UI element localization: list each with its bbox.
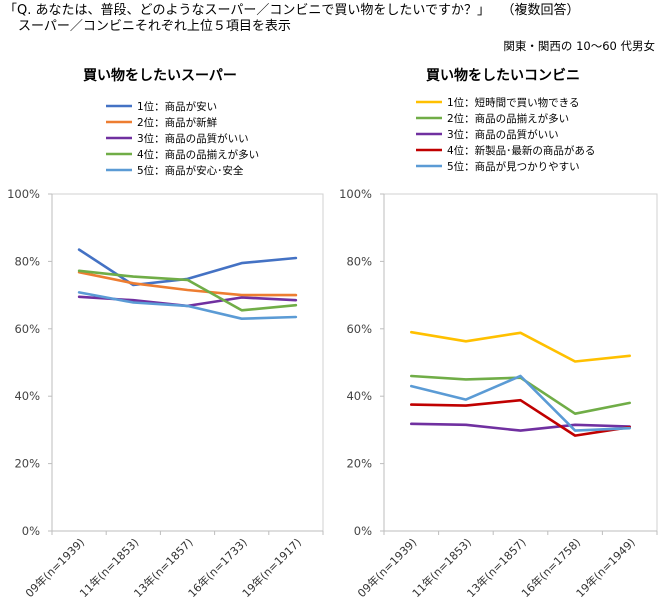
y-tick-label: 40% <box>14 389 40 403</box>
legend-label-2: 2位：商品が新鮮 <box>137 116 218 129</box>
series-line-5 <box>409 374 632 432</box>
question-header: 「Q. あなたは、普段、どのようなスーパー／コンビニで買い物をしたいですか？」 （… <box>4 3 580 19</box>
legend-label-5: 5位：商品が見つかりやすい <box>447 160 580 173</box>
plot-area-frame <box>51 193 324 532</box>
series-line-4 <box>409 398 632 437</box>
chart-title: 買い物をしたいコンビニ <box>426 67 580 84</box>
legend-label-4: 4位：新製品･最新の商品がある <box>447 144 595 157</box>
y-tick-label: 80% <box>14 254 40 268</box>
y-tick-label: 20% <box>346 457 372 471</box>
legend-label-1: 1位：短時間で買い物できる <box>447 96 579 109</box>
y-tick-label: 0% <box>22 524 40 538</box>
series-line-1 <box>409 330 632 363</box>
demographic-note: 関東・関西の 10～60 代男女 <box>503 39 655 53</box>
chart-panel-1: 買い物をしたいスーパー0%20%40%60%80%100%09年(n=1939)… <box>7 67 324 600</box>
y-tick-label: 100% <box>339 187 372 201</box>
y-tick-label: 0% <box>354 524 372 538</box>
y-tick-label: 100% <box>7 187 40 201</box>
series-line-4 <box>77 269 298 312</box>
series-line-3 <box>409 422 632 432</box>
legend-label-3: 3位：商品の品質がいい <box>137 132 249 145</box>
chart-panel-2: 買い物をしたいコンビニ0%20%40%60%80%100%09年(n=1939)… <box>339 67 658 600</box>
multiple-answer-tag: （複数回答） <box>507 3 580 18</box>
legend-label-2: 2位：商品の品揃えが多い <box>447 112 569 125</box>
y-tick-label: 40% <box>346 389 372 403</box>
y-tick-label: 20% <box>14 457 40 471</box>
legend-label-5: 5位：商品が安心･安全 <box>137 164 244 177</box>
legend-label-4: 4位：商品の品揃えが多い <box>137 148 259 161</box>
subtitle: スーパー／コンビニそれぞれ上位５項目を表示 <box>18 19 291 34</box>
series-line-5 <box>77 291 298 321</box>
y-tick-label: 80% <box>346 254 372 268</box>
question-text: 「Q. あなたは、普段、どのようなスーパー／コンビニで買い物をしたいですか？」 <box>4 3 490 18</box>
series-line-2 <box>77 270 298 297</box>
legend-label-1: 1位：商品が安い <box>137 100 217 113</box>
plot-area-frame <box>383 193 658 532</box>
chart-title: 買い物をしたいスーパー <box>83 67 237 84</box>
y-tick-label: 60% <box>14 322 40 336</box>
legend-label-3: 3位：商品の品質がいい <box>447 128 559 141</box>
y-tick-label: 60% <box>346 322 372 336</box>
